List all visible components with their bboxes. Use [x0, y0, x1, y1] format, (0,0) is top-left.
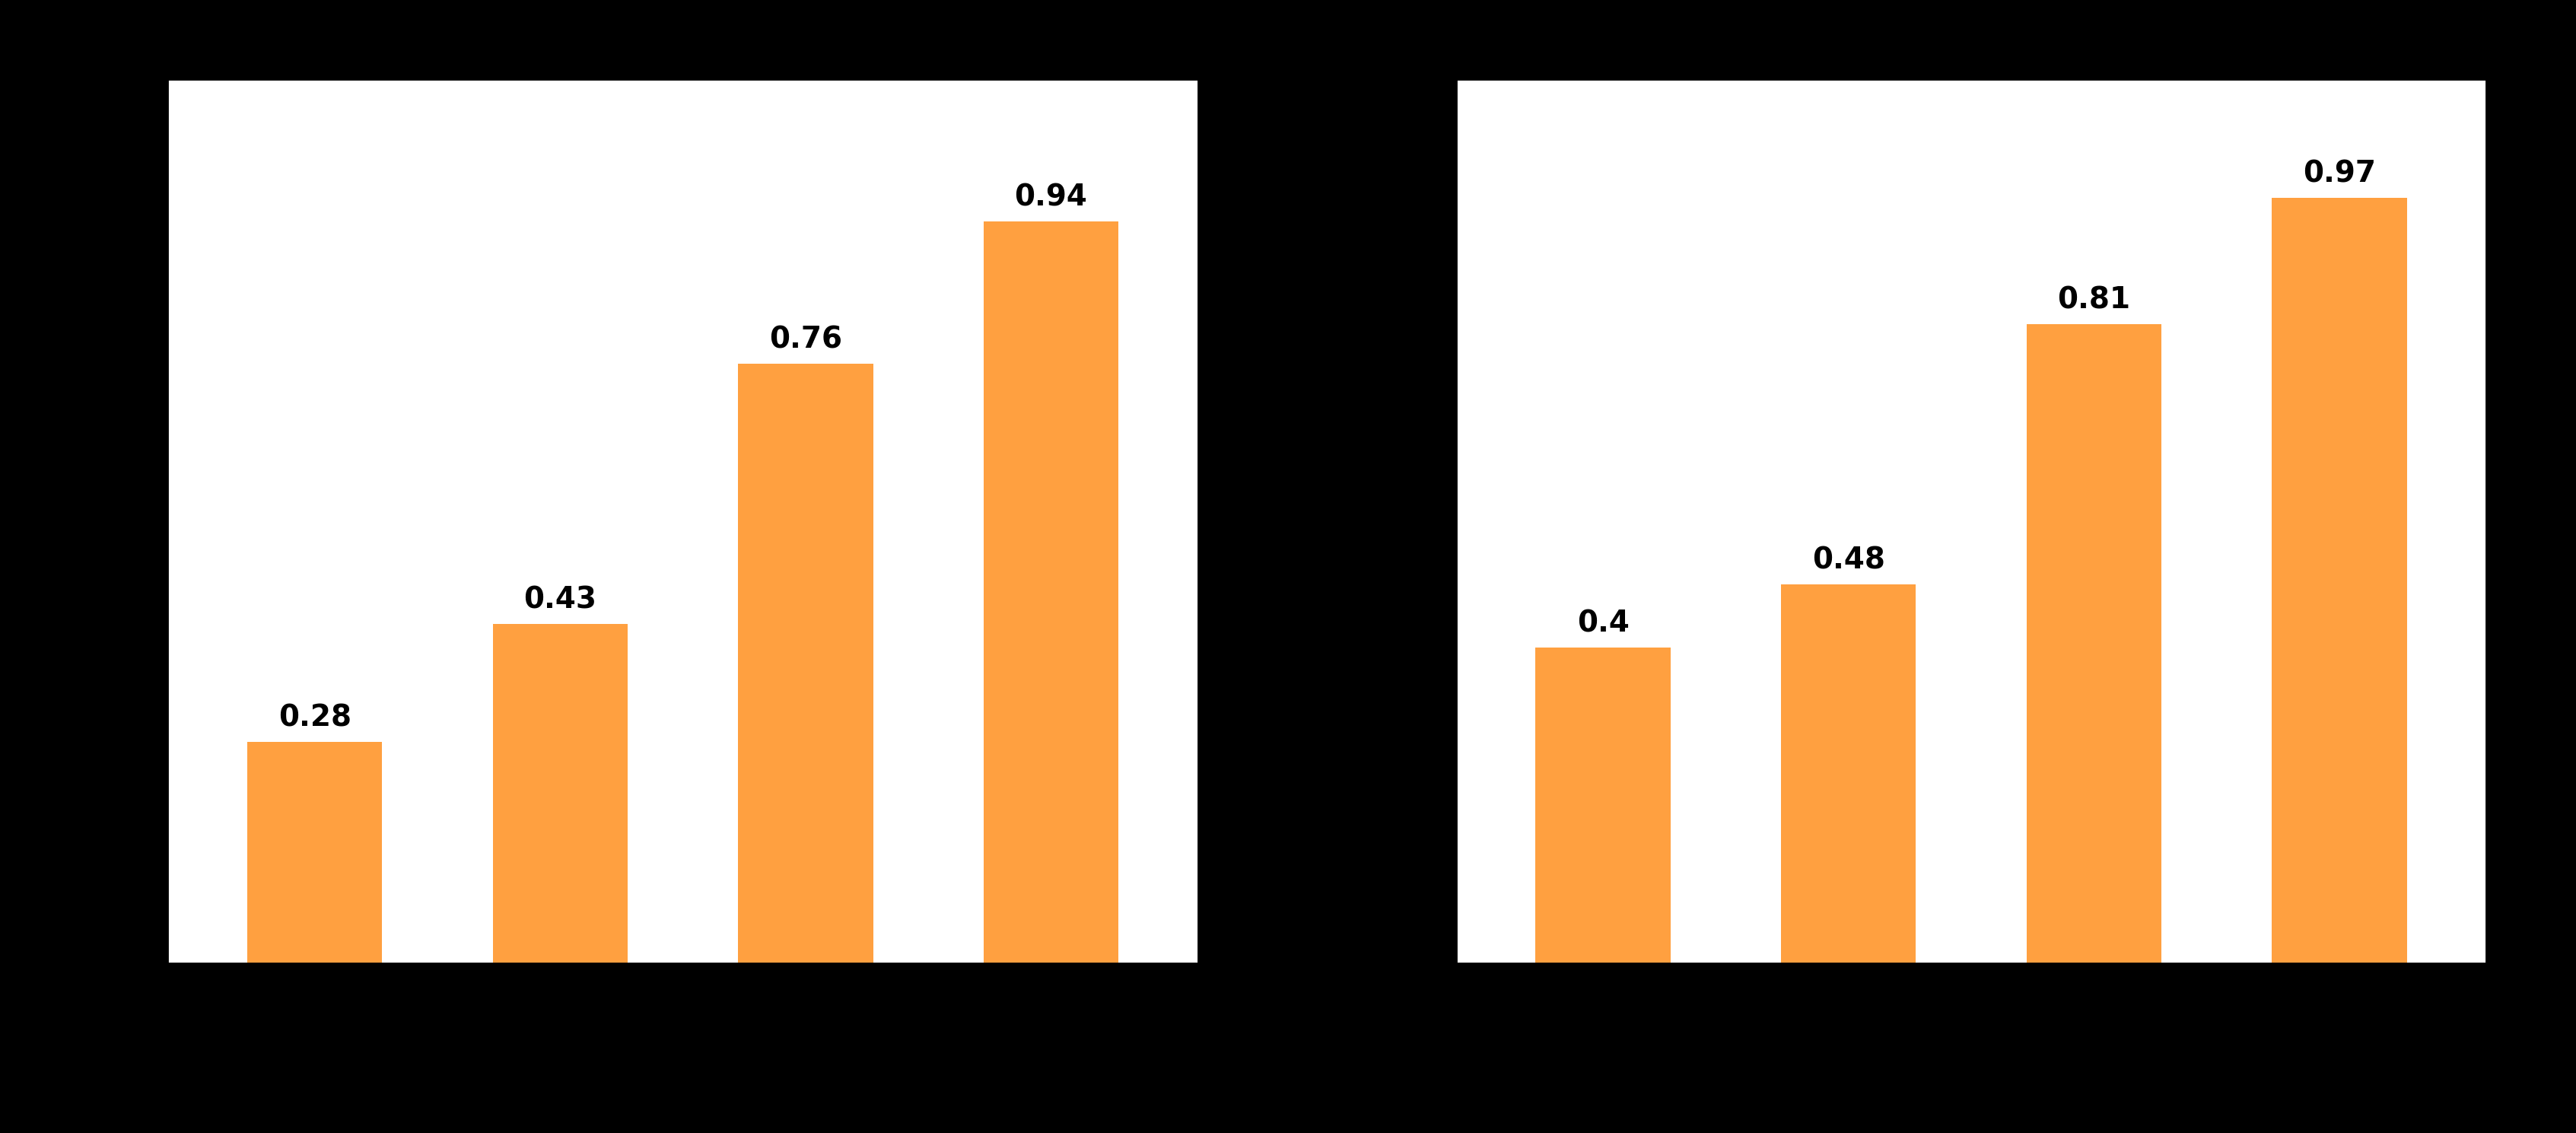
Bar — [2025, 324, 2161, 963]
Text: 0.76: 0.76 — [768, 325, 842, 353]
Y-axis label: Correlation: Correlation — [77, 428, 106, 614]
Bar — [1535, 647, 1669, 963]
Text: 0.94: 0.94 — [1015, 182, 1087, 212]
Bar — [984, 221, 1118, 963]
Bar — [2272, 197, 2406, 963]
Bar — [737, 364, 873, 963]
Text: 0.97: 0.97 — [2303, 160, 2375, 188]
X-axis label: Loss intervals: Loss intervals — [567, 1002, 799, 1031]
X-axis label: Loss intervals: Loss intervals — [1855, 1002, 2087, 1031]
Text: 0.43: 0.43 — [523, 586, 598, 614]
Text: 0.81: 0.81 — [2056, 286, 2130, 315]
Bar — [247, 742, 381, 963]
Text: 0.48: 0.48 — [1811, 546, 1886, 574]
Bar — [492, 624, 629, 963]
Text: 0.28: 0.28 — [278, 704, 350, 733]
Y-axis label: Correlation: Correlation — [1365, 428, 1394, 614]
Text: 0.4: 0.4 — [1577, 610, 1628, 638]
Bar — [1780, 585, 1917, 963]
